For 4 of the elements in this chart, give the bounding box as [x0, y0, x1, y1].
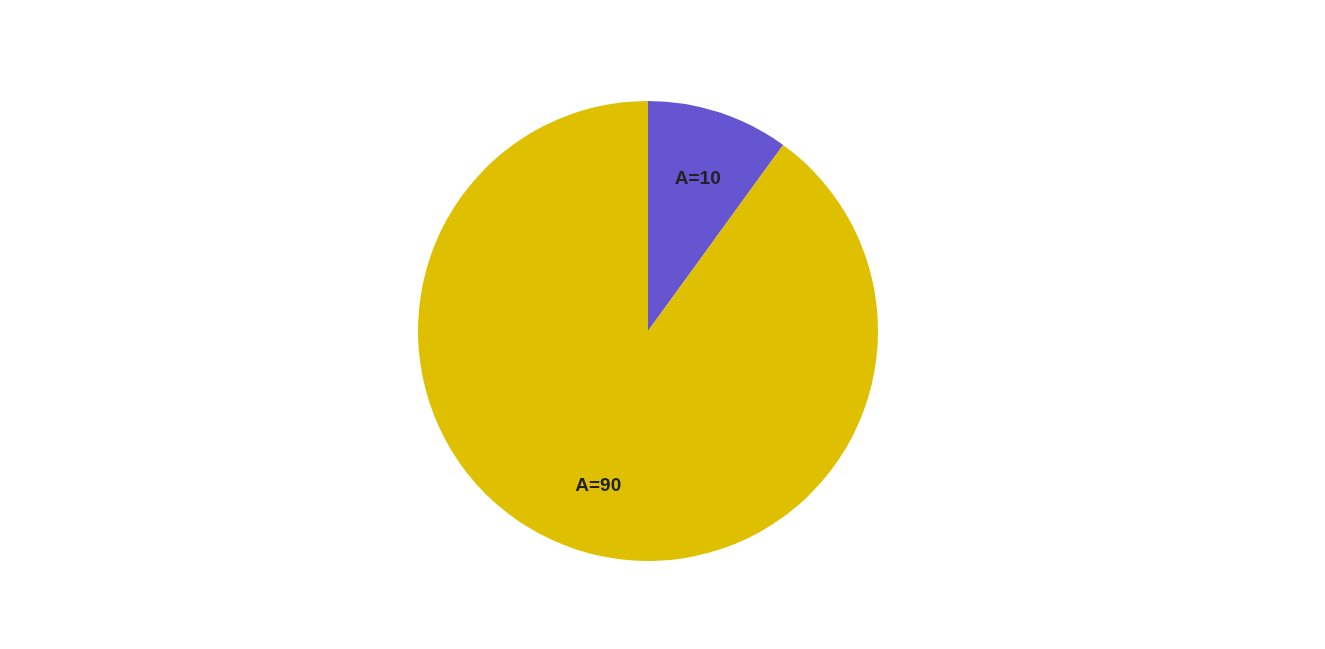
slice-label: A=90	[575, 473, 622, 495]
slice-label: A=10	[674, 167, 721, 189]
pie-slice	[648, 101, 784, 331]
pie-slice	[418, 101, 878, 561]
